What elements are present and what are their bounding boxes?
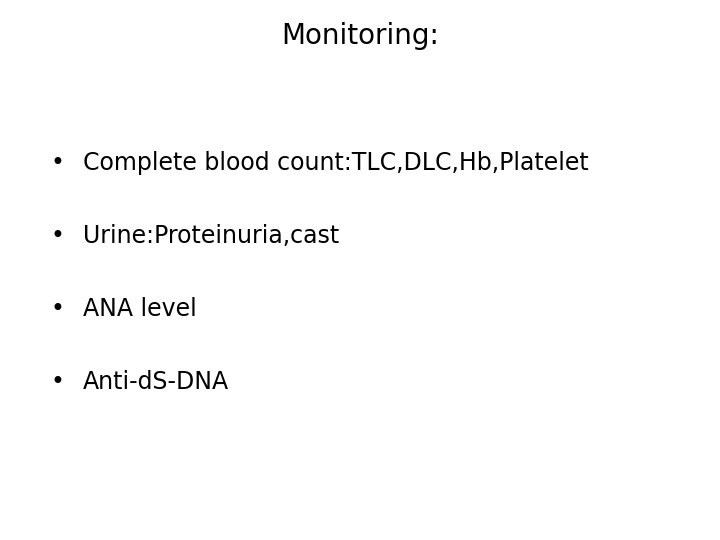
Text: ANA level: ANA level	[83, 297, 197, 321]
Text: Monitoring:: Monitoring:	[281, 22, 439, 50]
Text: Complete blood count:TLC,DLC,Hb,Platelet: Complete blood count:TLC,DLC,Hb,Platelet	[83, 151, 588, 175]
Text: •: •	[50, 370, 64, 394]
Text: •: •	[50, 224, 64, 248]
Text: •: •	[50, 151, 64, 175]
Text: Urine:Proteinuria,cast: Urine:Proteinuria,cast	[83, 224, 339, 248]
Text: •: •	[50, 297, 64, 321]
Text: Anti-dS-DNA: Anti-dS-DNA	[83, 370, 229, 394]
